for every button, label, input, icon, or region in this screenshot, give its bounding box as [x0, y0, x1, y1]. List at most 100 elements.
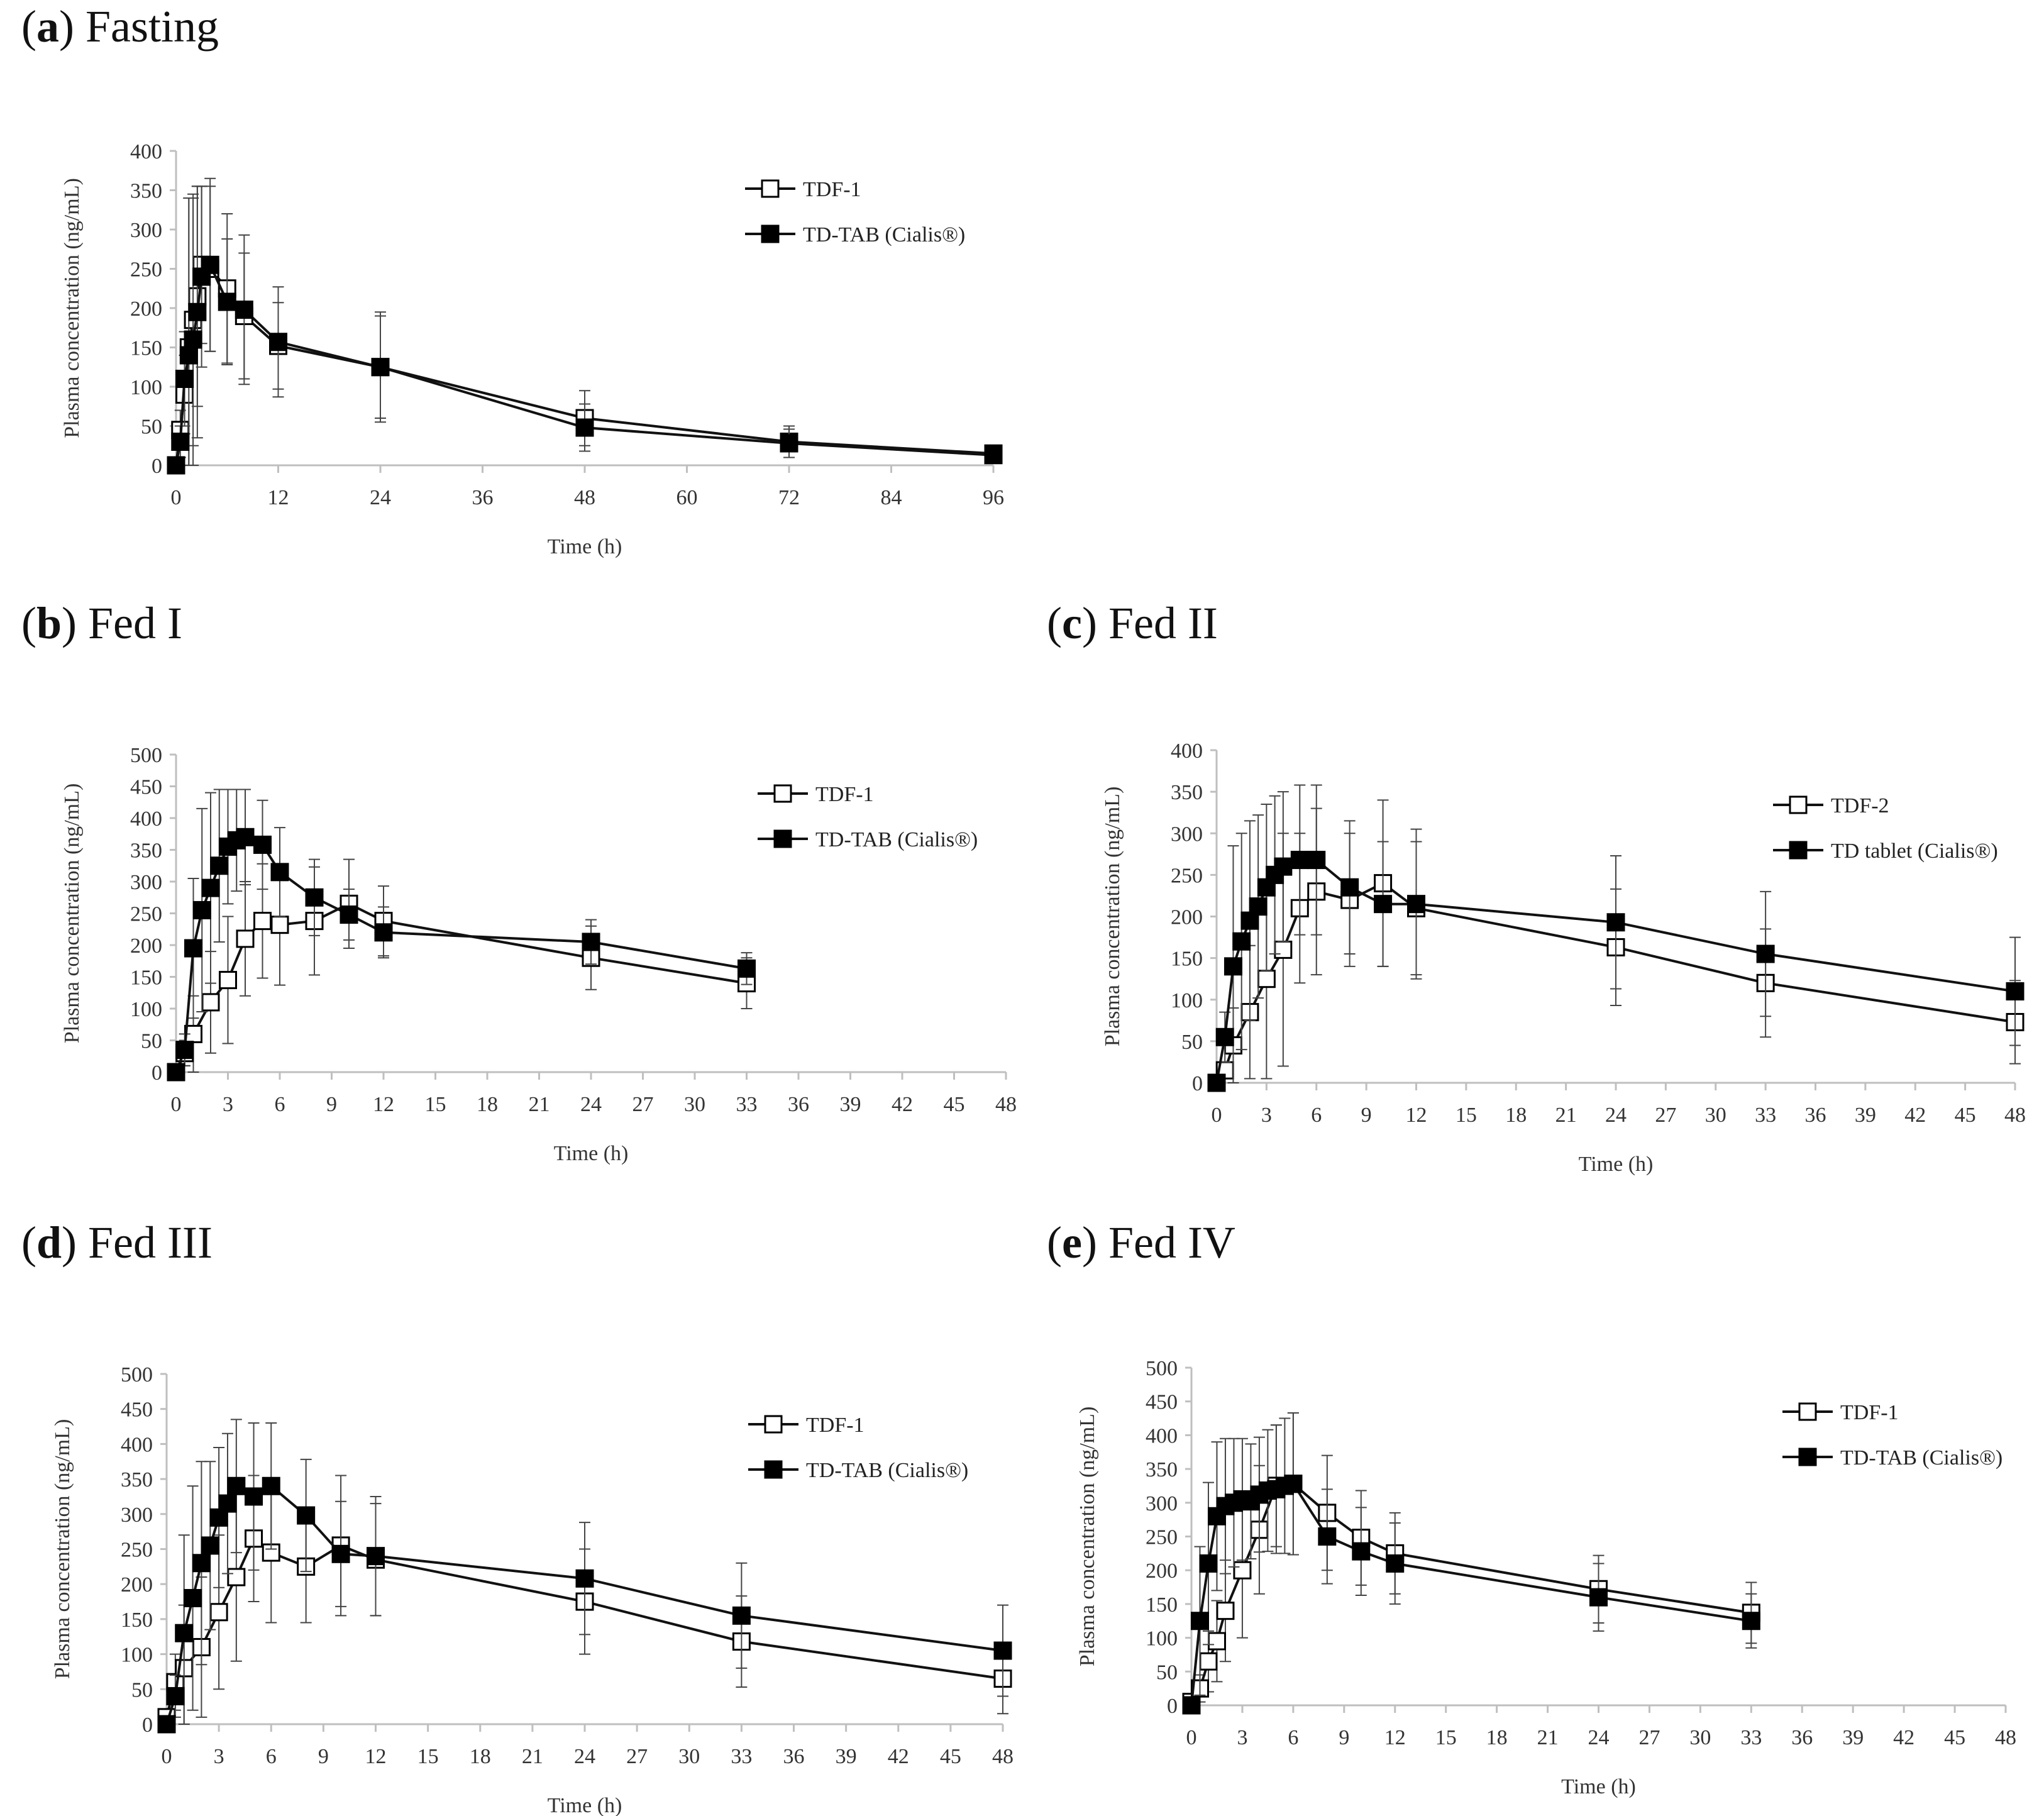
panel-letter-d: d: [36, 1217, 62, 1268]
x-tick-label: 6: [1311, 1104, 1322, 1127]
data-point-reference: [575, 1569, 594, 1588]
x-tick-label: 15: [425, 1093, 446, 1116]
x-tick-label: 12: [1406, 1104, 1427, 1127]
data-point-reference: [1374, 895, 1393, 914]
x-tick-label: 30: [1689, 1726, 1711, 1749]
data-point-reference: [340, 905, 358, 924]
data-point-reference: [1589, 1588, 1608, 1607]
x-tick-label: 27: [626, 1745, 648, 1768]
y-axis-label: Plasma concentration (ng/mL): [51, 1419, 74, 1680]
y-tick-label: 400: [121, 1433, 153, 1456]
y-tick-label: 200: [1146, 1559, 1178, 1583]
panel-letter-e: e: [1061, 1217, 1082, 1268]
x-tick-label: 42: [1893, 1726, 1914, 1749]
x-tick-label: 21: [1537, 1726, 1559, 1749]
data-point-reference: [984, 446, 1003, 465]
x-tick-label: 27: [633, 1093, 654, 1116]
y-tick-label: 350: [130, 839, 162, 863]
x-tick-label: 39: [840, 1093, 861, 1116]
data-point-reference: [1182, 1696, 1201, 1715]
legend-label-test: TDF-1: [815, 783, 874, 806]
data-point-reference: [575, 418, 594, 437]
data-point-reference: [1742, 1612, 1760, 1631]
x-tick-label: 3: [223, 1093, 233, 1116]
data-point-reference: [371, 358, 390, 377]
panel-title-e: (e) Fed IV: [1047, 1217, 1235, 1268]
x-tick-label: 0: [1212, 1104, 1222, 1127]
y-tick-label: 200: [130, 934, 162, 958]
legend-marker-reference: [773, 829, 792, 848]
data-point-reference: [1190, 1612, 1209, 1631]
x-tick-label: 24: [1588, 1726, 1610, 1749]
y-tick-label: 350: [1146, 1458, 1178, 1481]
x-tick-label: 18: [470, 1745, 491, 1768]
y-tick-label: 350: [121, 1468, 153, 1492]
data-point-reference: [1284, 1475, 1303, 1493]
data-point-test: [1207, 1632, 1226, 1651]
data-point-test: [1216, 1602, 1235, 1620]
x-tick-label: 6: [1288, 1726, 1298, 1749]
x-tick-label: 12: [1384, 1726, 1406, 1749]
y-tick-label: 200: [130, 297, 162, 321]
y-tick-label: 450: [121, 1398, 153, 1422]
x-tick-label: 48: [992, 1745, 1014, 1768]
data-point-reference: [1340, 878, 1359, 897]
data-point-reference: [167, 456, 185, 475]
x-tick-label: 21: [522, 1745, 543, 1768]
x-tick-label: 21: [1555, 1104, 1577, 1127]
data-point-reference: [1407, 895, 1425, 914]
y-tick-label: 250: [1146, 1526, 1178, 1549]
data-point-reference: [201, 255, 219, 274]
x-tick-label: 30: [678, 1745, 700, 1768]
series-line-test: [1190, 1482, 1752, 1703]
legend-marker-test: [773, 784, 792, 803]
x-tick-label: 48: [2004, 1104, 2026, 1127]
x-tick-label: 96: [983, 486, 1004, 509]
x-tick-label: 3: [1237, 1726, 1247, 1749]
data-point-reference: [1386, 1554, 1405, 1573]
x-tick-label: 24: [574, 1745, 595, 1768]
x-tick-label: 33: [1755, 1104, 1776, 1127]
data-point-reference: [1318, 1527, 1337, 1546]
x-axis-label: Time (h): [1579, 1153, 1654, 1176]
x-tick-label: 48: [574, 486, 595, 509]
y-axis-label: Plasma concentration (ng/mL): [1101, 787, 1124, 1047]
legend-label-reference: TD-TAB (Cialis®): [803, 223, 965, 246]
legend-label-reference: TD-TAB (Cialis®): [815, 828, 978, 851]
x-axis-label: Time (h): [548, 535, 622, 558]
data-point-reference: [210, 856, 229, 875]
x-tick-label: 0: [1186, 1726, 1197, 1749]
data-point-reference: [175, 370, 194, 388]
y-tick-label: 0: [1167, 1695, 1178, 1718]
data-point-reference: [166, 1686, 185, 1705]
data-point-test: [1233, 1561, 1252, 1580]
y-axis-label: Plasma concentration (ng/mL): [60, 783, 84, 1044]
data-point-reference: [218, 292, 236, 311]
data-point-reference: [297, 1506, 316, 1525]
x-tick-label: 12: [268, 486, 289, 509]
x-tick-label: 39: [1842, 1726, 1864, 1749]
x-tick-label: 42: [892, 1093, 913, 1116]
x-tick-label: 36: [783, 1745, 805, 1768]
x-tick-label: 36: [1805, 1104, 1826, 1127]
y-tick-label: 200: [1171, 906, 1203, 929]
panel-letter-c: c: [1061, 598, 1082, 648]
x-tick-label: 27: [1655, 1104, 1676, 1127]
y-tick-label: 250: [130, 903, 162, 926]
legend-marker-reference: [761, 224, 780, 243]
panel-name-a: Fasting: [85, 1, 219, 52]
y-tick-label: 450: [130, 776, 162, 799]
legend-marker-test: [764, 1415, 783, 1434]
y-tick-label: 300: [130, 219, 162, 242]
x-tick-label: 30: [684, 1093, 705, 1116]
legend-label-test: TDF-1: [806, 1414, 865, 1437]
x-tick-label: 18: [1505, 1104, 1527, 1127]
data-point-reference: [184, 330, 202, 349]
data-point-reference: [1215, 1027, 1234, 1046]
panel-title-c: (c) Fed II: [1047, 598, 1218, 648]
y-tick-label: 300: [1146, 1492, 1178, 1515]
